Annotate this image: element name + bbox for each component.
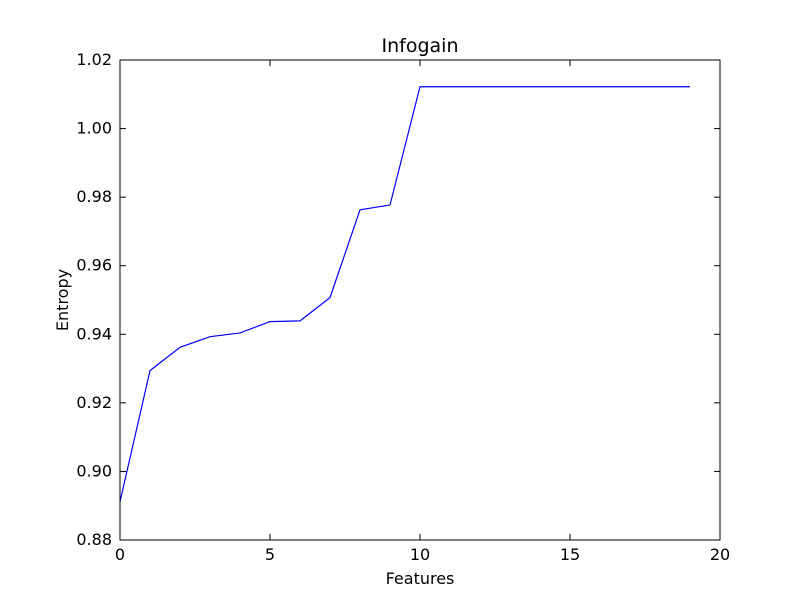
- x-tick-label: 20: [710, 545, 730, 564]
- y-tick-label: 0.98: [76, 187, 112, 206]
- y-tick-label: 1.02: [76, 50, 112, 69]
- x-tick-label: 10: [410, 545, 430, 564]
- y-tick-label: 0.90: [76, 461, 112, 480]
- series-layer: [119, 86, 690, 502]
- chart-title: Infogain: [382, 35, 459, 57]
- x-axis-label: Features: [386, 569, 455, 588]
- x-tick-label: 5: [265, 545, 275, 564]
- series-line: [119, 86, 690, 502]
- x-tick-label: 15: [560, 545, 580, 564]
- y-tick-label: 0.92: [76, 393, 112, 412]
- y-tick-label: 0.88: [76, 530, 112, 549]
- x-tick-label: 0: [115, 545, 125, 564]
- y-axis-label: Entropy: [53, 269, 72, 331]
- y-tick-label: 1.00: [76, 119, 112, 138]
- axis-ticks: 0 5 10 15 20 0.88 0.90 0.92 0.94 0.96 0.98 1.00 1.02: [76, 50, 730, 564]
- y-tick-label: 0.94: [76, 324, 112, 343]
- y-tick-label: 0.96: [76, 256, 112, 275]
- plot-frame: [119, 59, 721, 541]
- plot-area: [120, 60, 720, 540]
